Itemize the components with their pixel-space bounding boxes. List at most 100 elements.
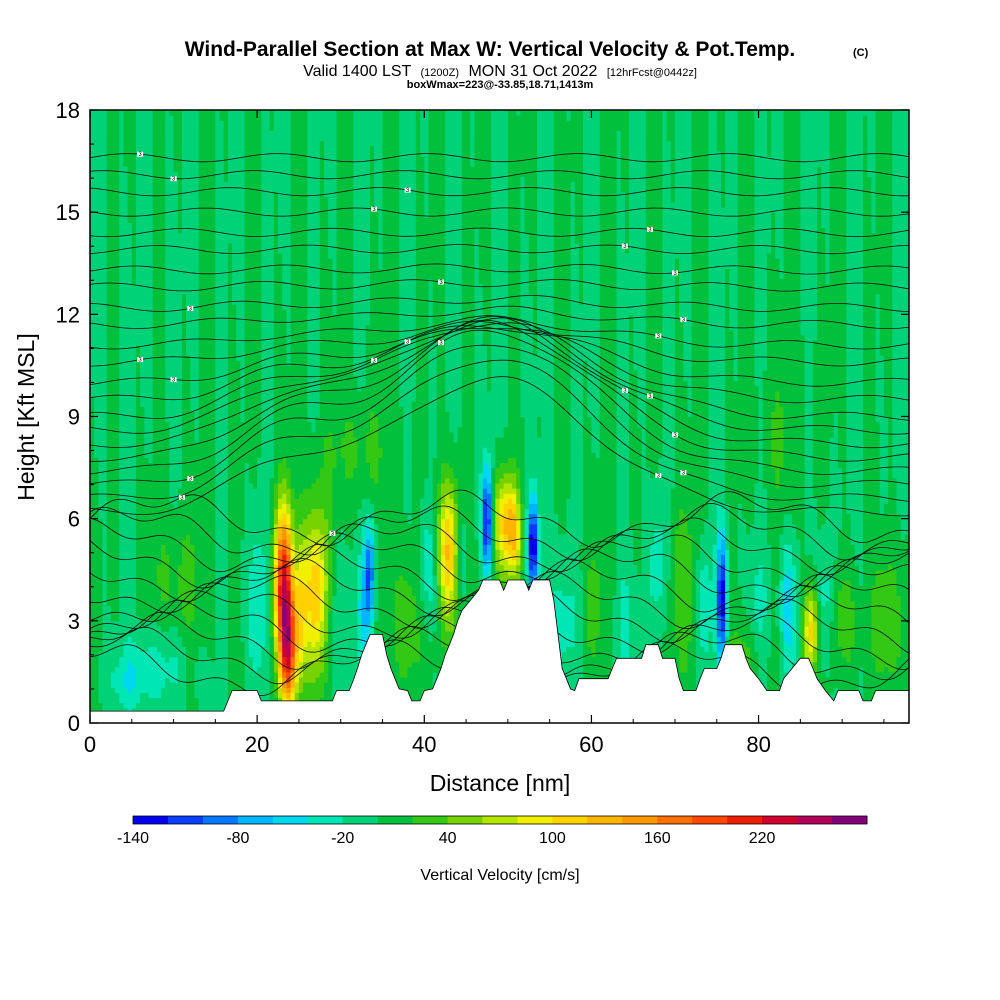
velocity-cell xyxy=(190,335,195,341)
velocity-cell xyxy=(203,330,208,336)
velocity-cell xyxy=(178,611,183,617)
velocity-cell xyxy=(98,498,103,504)
velocity-cell xyxy=(132,631,137,637)
velocity-cell xyxy=(224,258,229,264)
velocity-cell xyxy=(215,488,220,494)
subtitle-forecast: [12hrFcst@0442z] xyxy=(607,67,697,79)
velocity-cell xyxy=(103,657,108,663)
velocity-cell xyxy=(249,156,254,162)
velocity-cell xyxy=(128,325,133,331)
velocity-cell xyxy=(257,636,262,642)
velocity-cell xyxy=(107,146,112,152)
velocity-cell xyxy=(207,519,212,525)
velocity-cell xyxy=(249,233,254,239)
velocity-cell xyxy=(240,350,245,356)
velocity-cell xyxy=(136,529,141,535)
velocity-cell xyxy=(140,677,145,683)
velocity-cell xyxy=(174,258,179,264)
velocity-cell xyxy=(174,585,179,591)
velocity-cell xyxy=(186,529,191,535)
velocity-cell xyxy=(115,493,120,499)
velocity-cell xyxy=(194,687,199,693)
velocity-cell xyxy=(257,238,262,244)
velocity-cell xyxy=(220,687,225,693)
velocity-cell xyxy=(228,396,233,402)
velocity-cell xyxy=(144,595,149,601)
velocity-cell xyxy=(257,284,262,290)
velocity-cell xyxy=(149,483,154,489)
velocity-cell xyxy=(257,136,262,142)
velocity-cell xyxy=(136,207,141,213)
velocity-cell xyxy=(98,432,103,438)
velocity-cell xyxy=(140,248,145,254)
velocity-cell xyxy=(199,110,204,116)
velocity-cell xyxy=(128,258,133,264)
velocity-cell xyxy=(149,570,154,576)
velocity-cell xyxy=(249,442,254,448)
velocity-cell xyxy=(161,227,166,233)
velocity-cell xyxy=(140,365,145,371)
velocity-cell xyxy=(224,345,229,351)
velocity-cell xyxy=(220,381,225,387)
velocity-cell xyxy=(94,529,99,535)
velocity-cell xyxy=(132,279,137,285)
velocity-cell xyxy=(128,396,133,402)
velocity-cell xyxy=(215,554,220,560)
velocity-cell xyxy=(215,626,220,632)
velocity-cell xyxy=(132,335,137,341)
velocity-cell xyxy=(186,677,191,683)
velocity-cell xyxy=(107,544,112,550)
velocity-cell xyxy=(186,125,191,131)
velocity-cell xyxy=(132,125,137,131)
velocity-cell xyxy=(123,697,128,703)
velocity-cell xyxy=(153,263,158,269)
velocity-cell xyxy=(149,411,154,417)
velocity-cell xyxy=(190,646,195,652)
velocity-cell xyxy=(220,641,225,647)
velocity-cell xyxy=(136,462,141,468)
velocity-cell xyxy=(149,437,154,443)
velocity-cell xyxy=(190,258,195,264)
velocity-cell xyxy=(261,539,266,545)
velocity-cell xyxy=(199,146,204,152)
velocity-cell xyxy=(245,202,250,208)
velocity-cell xyxy=(98,294,103,300)
velocity-cell xyxy=(165,631,170,637)
velocity-cell xyxy=(103,468,108,474)
velocity-cell xyxy=(149,539,154,545)
velocity-cell xyxy=(128,319,133,325)
velocity-cell xyxy=(115,115,120,121)
subtitle-date: MON 31 Oct 2022 xyxy=(468,63,597,80)
velocity-cell xyxy=(174,202,179,208)
velocity-cell xyxy=(199,600,204,606)
velocity-cell xyxy=(123,483,128,489)
velocity-cell xyxy=(253,207,258,213)
velocity-cell xyxy=(157,120,162,126)
velocity-cell xyxy=(161,417,166,423)
velocity-cell xyxy=(249,503,254,509)
velocity-cell xyxy=(199,565,204,571)
velocity-cell xyxy=(207,248,212,254)
velocity-cell xyxy=(161,478,166,484)
velocity-cell xyxy=(186,294,191,300)
velocity-cell xyxy=(232,488,237,494)
velocity-cell xyxy=(215,514,220,520)
velocity-cell xyxy=(203,432,208,438)
velocity-cell xyxy=(257,519,262,525)
velocity-cell xyxy=(136,468,141,474)
velocity-cell xyxy=(215,651,220,657)
velocity-cell xyxy=(132,447,137,453)
velocity-cell xyxy=(190,233,195,239)
velocity-cell xyxy=(165,217,170,223)
velocity-cell xyxy=(149,284,154,290)
velocity-cell xyxy=(107,575,112,581)
velocity-cell xyxy=(140,222,145,228)
velocity-cell xyxy=(136,345,141,351)
velocity-cell xyxy=(194,238,199,244)
velocity-cell xyxy=(161,345,166,351)
velocity-cell xyxy=(157,411,162,417)
velocity-cell xyxy=(203,447,208,453)
velocity-cell xyxy=(169,212,174,218)
velocity-cell xyxy=(128,192,133,198)
velocity-cell xyxy=(194,182,199,188)
